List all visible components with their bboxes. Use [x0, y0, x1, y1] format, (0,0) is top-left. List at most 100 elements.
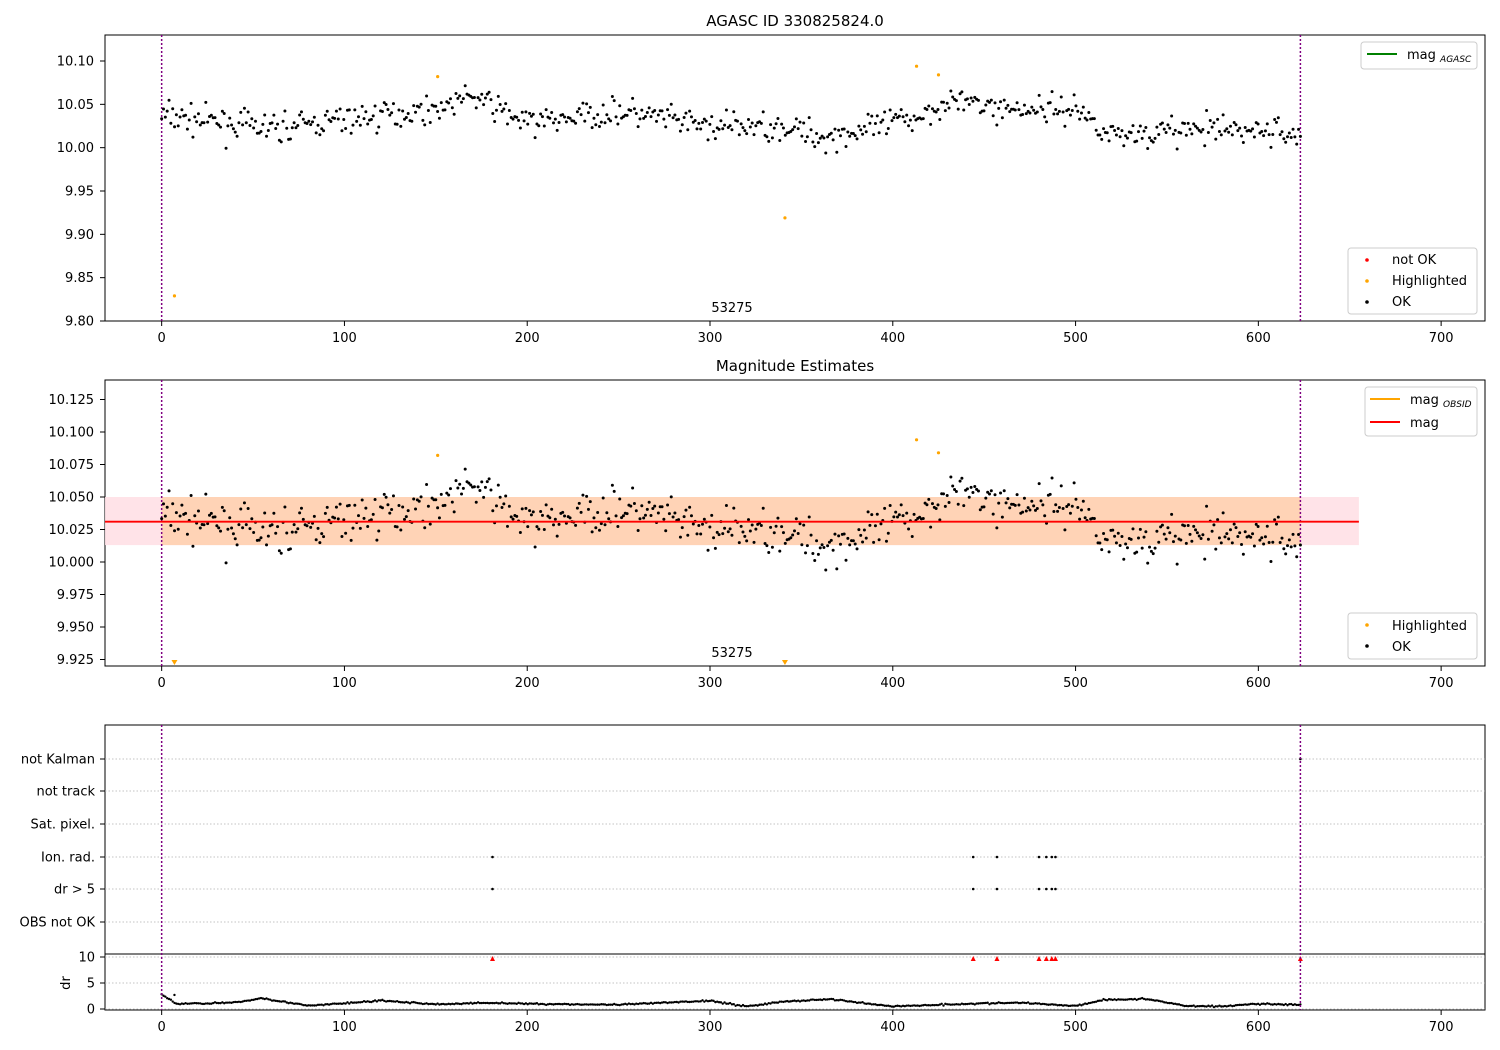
- dr-point: [975, 1002, 978, 1005]
- ok-point: [971, 99, 975, 103]
- ok-point: [873, 524, 877, 528]
- ok-point: [550, 507, 554, 511]
- dr-point: [603, 1003, 607, 1006]
- ok-point: [185, 532, 189, 536]
- dr-point: [471, 1002, 474, 1005]
- ok-point: [472, 95, 476, 99]
- ok-point: [500, 109, 504, 113]
- dr-point: [342, 1002, 345, 1005]
- ok-point: [761, 110, 765, 114]
- dr-point: [403, 1001, 406, 1004]
- ok-point: [989, 98, 993, 102]
- p2-xtick-label: 500: [1063, 676, 1088, 691]
- ok-point: [1217, 130, 1221, 134]
- dr-point: [265, 997, 268, 1000]
- dr-point: [712, 999, 715, 1003]
- ok-point: [1059, 95, 1063, 99]
- ok-point: [1206, 131, 1210, 135]
- p1-xtick-label: 400: [880, 331, 905, 346]
- ok-point: [526, 525, 530, 529]
- dr-point: [322, 1004, 325, 1007]
- ok-point: [314, 538, 318, 542]
- dr-point: [177, 1002, 180, 1006]
- ok-point: [1252, 135, 1256, 139]
- dr-point: [434, 1003, 437, 1006]
- ok-point: [1131, 527, 1135, 531]
- ok-point: [507, 109, 511, 113]
- ok-point: [682, 115, 686, 119]
- dr-point: [988, 1003, 991, 1006]
- dr-point: [1210, 1004, 1214, 1007]
- ok-point: [404, 515, 408, 519]
- dr-point: [524, 1002, 528, 1005]
- ok-point: [875, 512, 879, 516]
- ok-point: [506, 122, 510, 126]
- ok-point: [171, 502, 175, 506]
- dr-point: [418, 1002, 421, 1005]
- ok-point: [827, 540, 831, 544]
- dr-point: [1107, 998, 1111, 1001]
- ok-point: [550, 110, 554, 114]
- dr-axis-label: dr: [59, 976, 74, 990]
- ok-point: [476, 96, 480, 100]
- ok-point: [903, 120, 907, 124]
- dr-point: [1131, 998, 1135, 1001]
- ok-point: [938, 518, 942, 522]
- ok-point: [822, 136, 826, 140]
- ok-point: [217, 526, 221, 530]
- ok-point: [402, 517, 406, 521]
- dr-point: [300, 1003, 303, 1006]
- ok-point: [594, 526, 598, 530]
- ok-point: [712, 129, 716, 133]
- ok-point: [861, 540, 865, 544]
- dr-point: [579, 1003, 583, 1006]
- ok-point: [417, 499, 421, 503]
- dr-point: [1118, 998, 1122, 1001]
- ok-point: [886, 126, 890, 130]
- ok-point: [873, 121, 877, 125]
- legend-frame: [1347, 247, 1478, 315]
- ok-point: [1002, 98, 1006, 102]
- dr-point: [631, 1002, 634, 1006]
- ok-point: [1068, 113, 1072, 117]
- ok-point: [404, 115, 408, 119]
- ok-point: [485, 92, 489, 96]
- ok-point: [184, 113, 188, 117]
- ok-point: [1188, 127, 1192, 131]
- ok-point: [1081, 105, 1085, 109]
- ok-point: [965, 97, 969, 101]
- ok-point: [1151, 140, 1155, 144]
- dr-point: [629, 1002, 632, 1006]
- dr-point: [883, 1004, 886, 1007]
- dr-point: [613, 1002, 616, 1006]
- ok-point: [1074, 104, 1078, 108]
- ok-point: [673, 113, 677, 117]
- dr-point: [484, 1001, 487, 1005]
- dr-point: [504, 1002, 507, 1005]
- ok-point: [590, 126, 594, 130]
- panel2-marks: [105, 380, 1359, 666]
- dr-point: [695, 1000, 699, 1003]
- dr-point: [467, 1002, 471, 1005]
- dr-point: [944, 1002, 947, 1006]
- ok-point: [1111, 124, 1115, 128]
- ok-point: [993, 101, 997, 105]
- ok-point: [1192, 524, 1196, 528]
- ok-point: [710, 115, 714, 119]
- ok-point: [1260, 129, 1264, 133]
- ok-point: [1159, 525, 1163, 529]
- ok-point: [1137, 536, 1141, 540]
- ok-point: [907, 527, 911, 531]
- ok-point: [1092, 117, 1096, 121]
- panel2-obsid-annotation: 53275: [711, 646, 752, 661]
- ok-point: [697, 121, 701, 125]
- dr-point: [771, 1001, 774, 1004]
- dr-point: [375, 1000, 379, 1003]
- ok-point: [1085, 118, 1089, 122]
- ok-point: [597, 528, 601, 532]
- ok-point: [1201, 127, 1205, 131]
- dr-point: [1137, 997, 1140, 1001]
- ok-point: [1039, 105, 1043, 109]
- ok-point: [732, 506, 736, 510]
- ok-point: [524, 110, 528, 114]
